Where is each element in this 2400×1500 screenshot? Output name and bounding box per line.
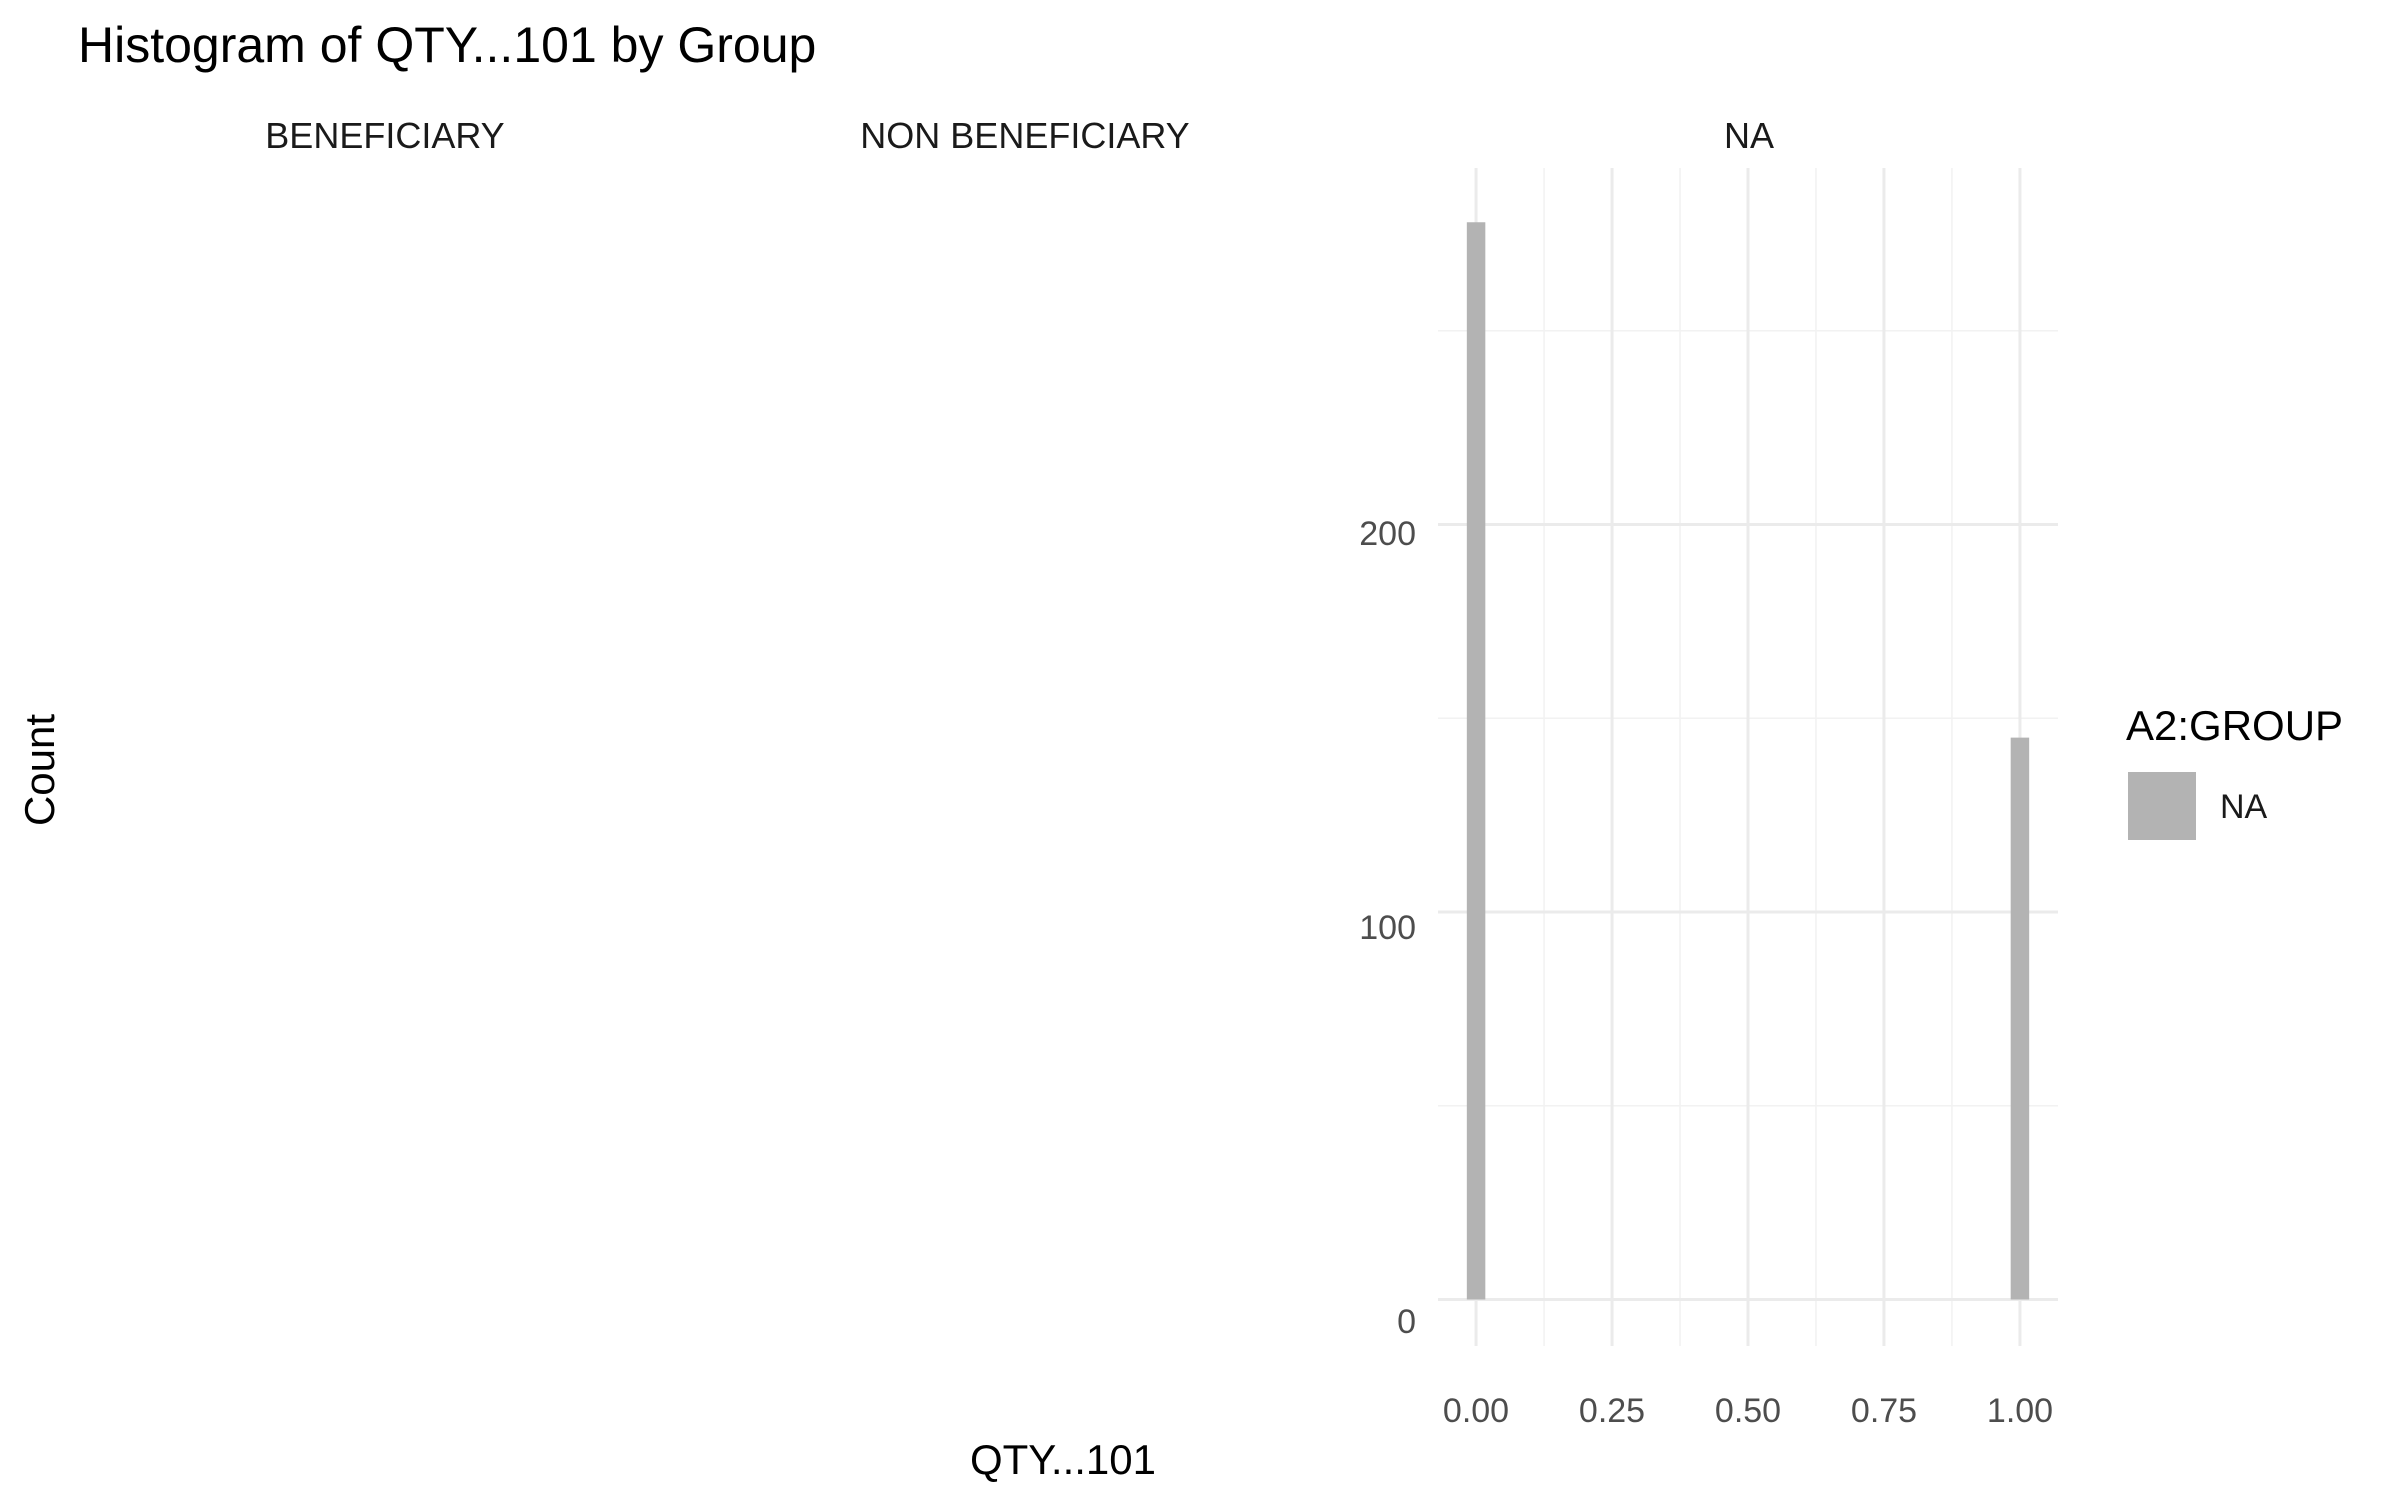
x-tick-label-0-25: 0.25 xyxy=(1579,1392,1645,1430)
x-tick-label-1-00: 1.00 xyxy=(1987,1392,2053,1430)
gridlines xyxy=(1438,168,2058,1346)
x-tick-label-0-00: 0.00 xyxy=(1443,1392,1509,1430)
x-axis-title: QTY...101 xyxy=(970,1436,1156,1483)
legend-title: A2:GROUP xyxy=(2126,702,2343,749)
x-tick-label-0-75: 0.75 xyxy=(1851,1392,1917,1430)
y-tick-label-0: 0 xyxy=(1397,1303,1416,1341)
y-axis-title: Count xyxy=(16,714,63,826)
x-tick-label-0-50: 0.50 xyxy=(1715,1392,1781,1430)
legend-key-na xyxy=(2128,772,2196,840)
bars xyxy=(1466,222,2030,1300)
facet-panel-na xyxy=(1438,168,2058,1346)
y-tick-label-100: 100 xyxy=(1359,909,1416,947)
chart-title: Histogram of QTY...101 by Group xyxy=(78,17,816,73)
y-tick-label-200: 200 xyxy=(1359,515,1416,553)
histogram-bar xyxy=(1466,222,1486,1300)
legend-label-na: NA xyxy=(2220,788,2268,826)
facet-label-na: NA xyxy=(1724,115,1774,156)
facet-label-beneficiary: BENEFICIARY xyxy=(265,115,504,156)
legend: A2:GROUP NA xyxy=(2126,702,2343,840)
histogram-bar xyxy=(2010,737,2030,1300)
facet-label-non-beneficiary: NON BENEFICIARY xyxy=(860,115,1189,156)
